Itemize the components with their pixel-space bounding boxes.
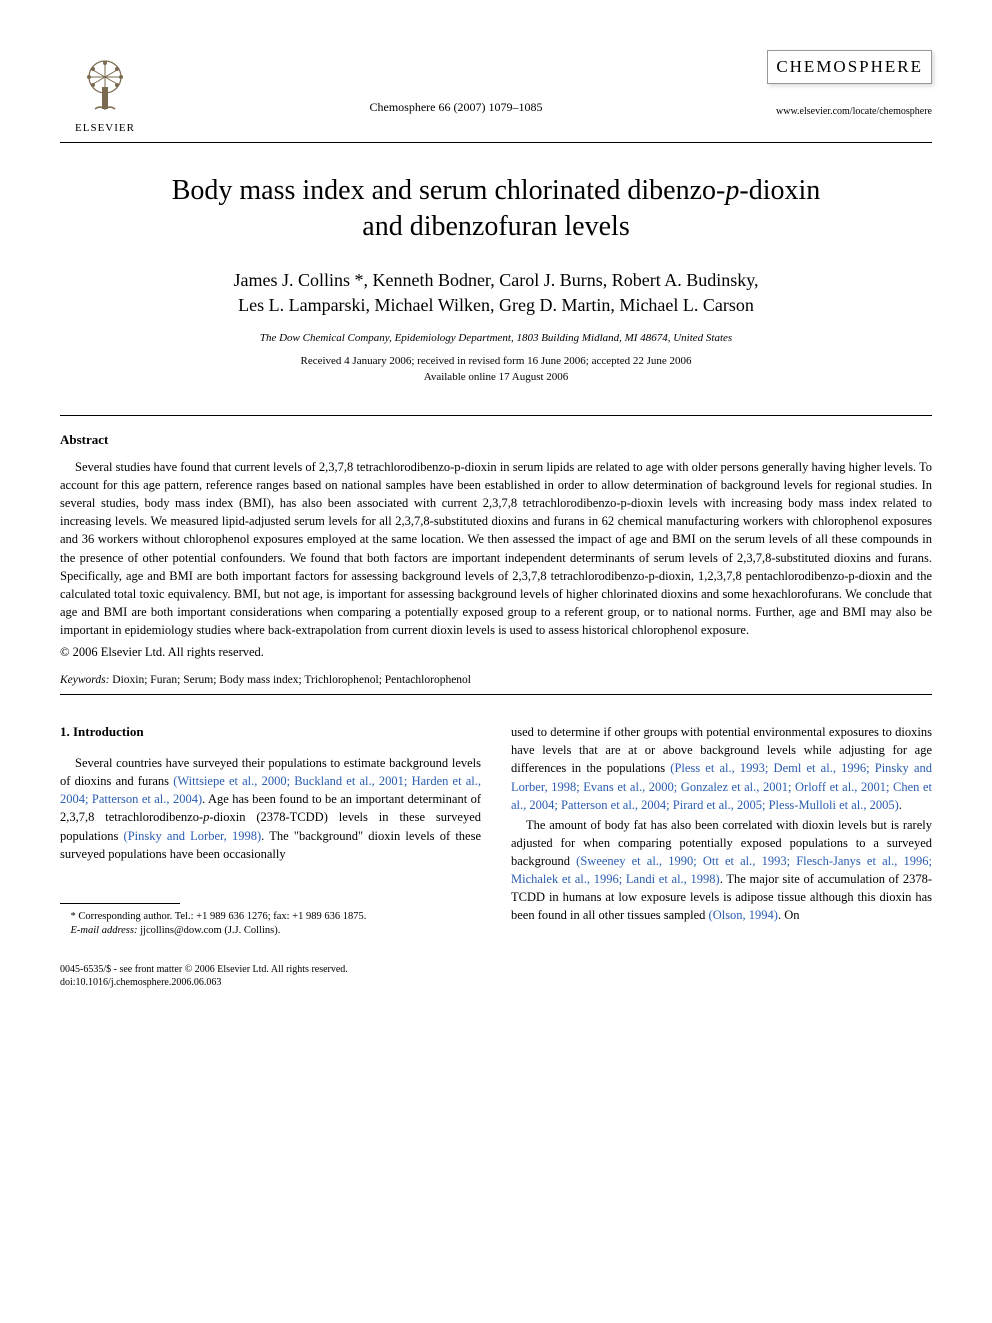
text-r1b: . xyxy=(899,798,902,812)
bottom-info: 0045-6535/$ - see front matter © 2006 El… xyxy=(60,963,481,989)
doi-line: doi:10.1016/j.chemosphere.2006.06.063 xyxy=(60,977,221,988)
journal-name: CHEMOSPHERE xyxy=(767,50,932,84)
keywords-label: Keywords: xyxy=(60,674,109,686)
title-part2: -dioxin xyxy=(739,175,820,206)
keywords: Keywords: Dioxin; Furan; Serum; Body mas… xyxy=(60,674,932,686)
authors-line2: Les L. Lamparski, Michael Wilken, Greg D… xyxy=(238,295,754,315)
email-footnote: E-mail address: jjcollins@dow.com (J.J. … xyxy=(60,924,481,939)
abstract-top-rule xyxy=(60,415,932,416)
title-part1: Body mass index and serum chlorinated di… xyxy=(172,175,726,206)
email-label: E-mail address: xyxy=(71,925,138,936)
title-italic-p: p xyxy=(725,175,739,206)
intro-para-1: Several countries have surveyed their po… xyxy=(60,754,481,863)
article-title: Body mass index and serum chlorinated di… xyxy=(60,173,932,246)
copyright-line: © 2006 Elsevier Ltd. All rights reserved… xyxy=(60,645,932,660)
keywords-list: Dioxin; Furan; Serum; Body mass index; T… xyxy=(109,674,471,686)
right-para-2: The amount of body fat has also been cor… xyxy=(511,816,932,925)
citation-5[interactable]: (Olson, 1994) xyxy=(709,908,778,922)
title-part3: and dibenzofuran levels xyxy=(362,211,629,242)
abstract-heading: Abstract xyxy=(60,432,932,448)
footnote-corr: * Corresponding author. Tel.: +1 989 636… xyxy=(71,911,367,922)
publisher-label: ELSEVIER xyxy=(75,122,135,134)
header-rule xyxy=(60,142,932,143)
email-address: jjcollins@dow.com (J.J. Collins). xyxy=(137,925,280,936)
footnote-rule xyxy=(60,903,180,904)
right-para-1: used to determine if other groups with p… xyxy=(511,723,932,814)
right-column: used to determine if other groups with p… xyxy=(511,723,932,989)
citation-2[interactable]: (Pinsky and Lorber, 1998) xyxy=(124,829,262,843)
dates-line1: Received 4 January 2006; received in rev… xyxy=(301,355,692,367)
text-r2c: . On xyxy=(778,908,800,922)
issn-line: 0045-6535/$ - see front matter © 2006 El… xyxy=(60,964,348,975)
elsevier-tree-icon xyxy=(70,50,140,120)
left-column: 1. Introduction Several countries have s… xyxy=(60,723,481,989)
journal-reference: Chemosphere 66 (2007) 1079–1085 xyxy=(150,100,762,115)
journal-url: www.elsevier.com/locate/chemosphere xyxy=(762,106,932,117)
authors-line1: James J. Collins *, Kenneth Bodner, Caro… xyxy=(233,270,758,290)
journal-box: CHEMOSPHERE www.elsevier.com/locate/chem… xyxy=(762,50,932,117)
affiliation: The Dow Chemical Company, Epidemiology D… xyxy=(60,332,932,344)
article-dates: Received 4 January 2006; received in rev… xyxy=(60,354,932,385)
header-row: ELSEVIER Chemosphere 66 (2007) 1079–1085… xyxy=(60,50,932,134)
authors: James J. Collins *, Kenneth Bodner, Caro… xyxy=(60,268,932,318)
dates-line2: Available online 17 August 2006 xyxy=(424,371,569,383)
intro-heading: 1. Introduction xyxy=(60,723,481,742)
publisher-logo: ELSEVIER xyxy=(60,50,150,134)
body-columns: 1. Introduction Several countries have s… xyxy=(60,723,932,989)
abstract-text: Several studies have found that current … xyxy=(60,458,932,639)
abstract-bottom-rule xyxy=(60,694,932,695)
center-header: Chemosphere 66 (2007) 1079–1085 xyxy=(150,50,762,115)
corresponding-author-footnote: * Corresponding author. Tel.: +1 989 636… xyxy=(60,910,481,925)
